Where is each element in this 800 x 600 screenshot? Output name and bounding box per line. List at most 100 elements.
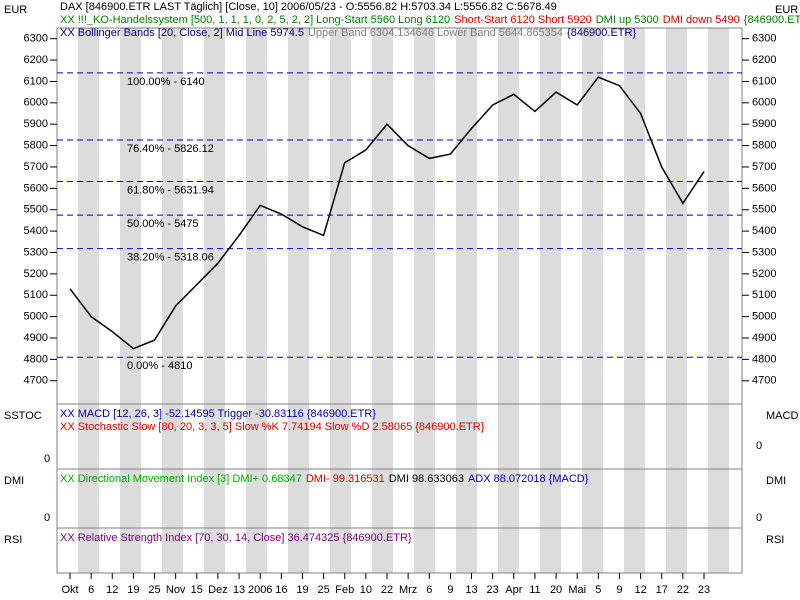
x-tick-label: 23 (487, 584, 499, 596)
y-tick-label: 5900 (752, 118, 776, 130)
y-tick-label: 6100 (24, 75, 48, 87)
stripe (78, 28, 99, 573)
panel-zero-left: 0 (44, 453, 50, 465)
x-tick-label: 5 (595, 584, 601, 596)
y-unit-right: EUR (775, 4, 798, 16)
stripe (540, 28, 561, 573)
x-tick-label: 2006 (248, 584, 272, 596)
x-tick-label: 19 (296, 584, 308, 596)
price-line (69, 76, 705, 350)
y-tick-label: 5000 (752, 311, 776, 323)
x-tick-label: 15 (191, 584, 203, 596)
plot-frame (56, 27, 743, 574)
panel-text-part: XX Directional Movement Index [3] DMI+ 0… (60, 473, 302, 485)
x-tick-label: Dez (208, 584, 228, 596)
stripe (288, 28, 309, 573)
stripe (498, 28, 519, 573)
y-tick-label: 4700 (752, 375, 776, 387)
header-line: DAX [846900.ETR LAST Täglich] [Close, 10… (60, 1, 557, 13)
x-tick-label: 10 (360, 584, 372, 596)
panel-text: XX Directional Movement Index [3] DMI+ 0… (60, 473, 589, 485)
x-tick-label: 19 (127, 584, 139, 596)
y-tick-label: 4900 (24, 332, 48, 344)
stripe (246, 28, 267, 573)
panel-label-left: DMI (4, 475, 24, 487)
panel-text: XX MACD [12, 26, 3] -52.14595 Trigger -3… (60, 408, 376, 420)
y-tick-label: 6300 (24, 33, 48, 45)
header-line-part: DMI up 5300 (596, 14, 659, 26)
stripe (414, 28, 435, 573)
panel-text-part: XX Relative Strength Index [70, 30, 14, … (60, 532, 412, 544)
y-tick-label: 5300 (24, 246, 48, 258)
stripes (78, 28, 729, 573)
y-tick-label: 5400 (752, 225, 776, 237)
fib-label: 50.00% - 5475 (127, 218, 199, 230)
header-line-part: {846900.ETR} (744, 14, 800, 26)
stripe (708, 28, 729, 573)
y-tick-label: 5100 (24, 289, 48, 301)
panel-label-right: MACD (766, 410, 798, 422)
y-tick-label: 5100 (752, 289, 776, 301)
x-tick-label: 22 (381, 584, 393, 596)
stripe (162, 28, 183, 573)
y-tick-label: 5900 (24, 118, 48, 130)
y-tick-label: 5700 (24, 161, 48, 173)
stripe (666, 28, 687, 573)
panel-text-part: XX Stochastic Slow [80, 20, 3, 3, 5] Slo… (60, 421, 485, 433)
x-tick-label: 6 (88, 584, 94, 596)
fib-label: 76.40% - 5826.12 (127, 143, 214, 155)
y-tick-label: 5400 (24, 225, 48, 237)
header-line: XX Bollinger Bands [20, Close, 2] Mid Li… (60, 27, 636, 39)
header-line-part: Upper Band 6304.134646 Lower Band 5644.8… (308, 27, 563, 39)
header-line-part: DAX [846900.ETR LAST Täglich] [Close, 10… (60, 1, 557, 13)
x-tick-label: 20 (550, 584, 562, 596)
x-tick-label: 11 (529, 584, 540, 596)
y-tick-label: 4800 (752, 353, 776, 365)
panel-label-left: SSTOC (4, 410, 42, 422)
x-tick-label: Apr (505, 584, 522, 596)
x-tick-label: 23 (698, 584, 710, 596)
panel-text: XX Stochastic Slow [80, 20, 3, 3, 5] Slo… (60, 421, 485, 433)
y-unit-left: EUR (4, 4, 27, 16)
y-tick-label: 5800 (752, 139, 776, 151)
panel-zero-right: 0 (756, 440, 762, 452)
x-tick-label: 22 (677, 584, 689, 596)
y-tick-label: 4900 (752, 332, 776, 344)
panel-zero-left: 0 (44, 512, 50, 524)
fib-label: 0.00% - 4810 (127, 360, 192, 372)
y-tick-label: 5500 (752, 204, 776, 216)
y-tick-label: 4700 (24, 375, 48, 387)
fib-label: 38.20% - 5318.06 (127, 252, 214, 264)
panel-zero-right: 0 (756, 512, 762, 524)
x-tick-label: Okt (61, 584, 78, 596)
panel-label-left: RSI (4, 534, 22, 546)
x-tick-label: Mai (568, 584, 586, 596)
header-line-part: {846900.ETR} (567, 27, 636, 39)
stripe (624, 28, 645, 573)
x-tick-label: 16 (275, 584, 287, 596)
y-tick-label: 4800 (24, 353, 48, 365)
y-tick-label: 6000 (752, 97, 776, 109)
x-tick-label: 9 (616, 584, 622, 596)
x-tick-label: 13 (233, 584, 245, 596)
y-tick-label: 5200 (24, 268, 48, 280)
y-tick-label: 5500 (24, 204, 48, 216)
stripe (120, 28, 141, 573)
header-line: XX !!!_KO-Handelssystem [500, 1, 1, 1, 0… (60, 14, 800, 26)
x-tick-label: Nov (166, 584, 186, 596)
header-line-part: DMI down 5490 (663, 14, 740, 26)
stripe (204, 28, 225, 573)
fib-label: 61.80% - 5631.94 (127, 184, 214, 196)
panel-label-right: RSI (766, 534, 784, 546)
header-line-part: Short-Start 6120 Short 5920 (454, 14, 592, 26)
header-line-part: XX !!!_KO-Handelssystem [500, 1, 1, 1, 0… (60, 14, 450, 26)
x-tick-label: 17 (656, 584, 668, 596)
panel-text-part: ADX 88.072018 {MACD} (468, 473, 589, 485)
y-tick-label: 5200 (752, 268, 776, 280)
panel-text-part: DMI- 99.316531 (306, 473, 385, 485)
panel-text-part: XX MACD [12, 26, 3] -52.14595 Trigger -3… (60, 408, 376, 420)
panel-text: XX Relative Strength Index [70, 30, 14, … (60, 532, 412, 544)
x-tick-label: 12 (106, 584, 118, 596)
x-tick-label: 25 (317, 584, 329, 596)
stripe (372, 28, 393, 573)
